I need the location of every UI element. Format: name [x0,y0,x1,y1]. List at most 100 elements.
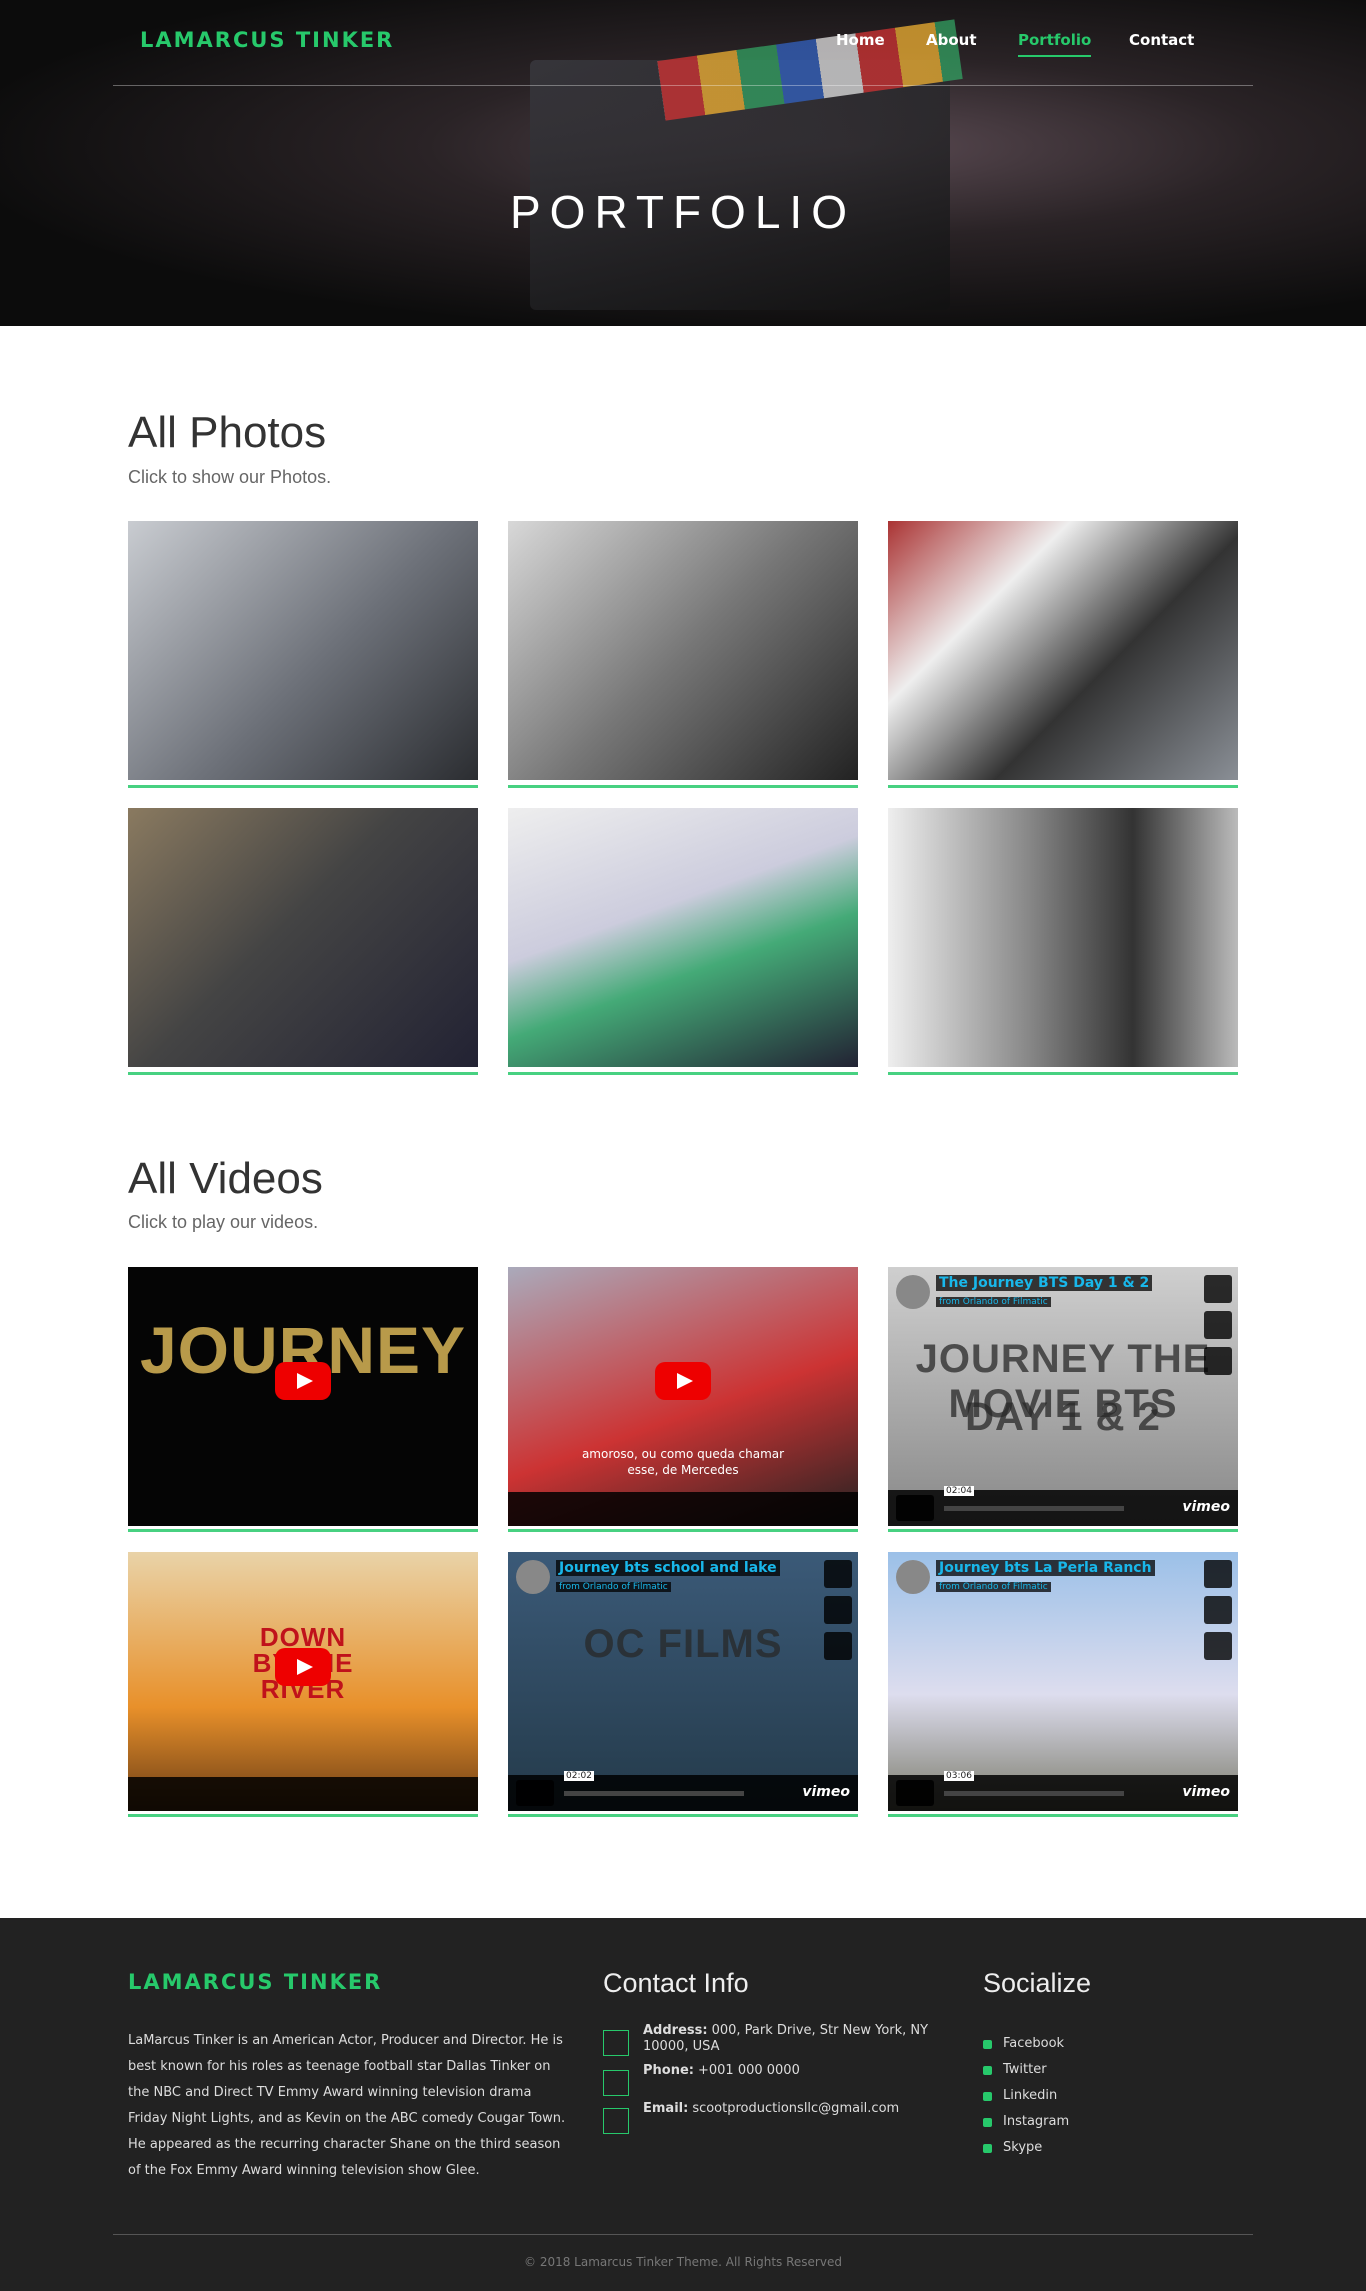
photo-underline [508,1072,858,1075]
section-subtitle: Click to show our Photos. [128,467,332,487]
social-link[interactable]: Facebook [1003,2036,1065,2051]
nav-link[interactable]: Contact [1129,31,1195,49]
video-underline [888,1529,1238,1532]
vimeo-button[interactable] [1204,1632,1232,1660]
poster-text: DOWN [259,1622,347,1652]
contact-item: Phone: +001 000 0000 [643,2063,963,2079]
photo[interactable] [888,808,1238,1067]
video[interactable]: OC FILMS Journey bts school and lake from … [508,1552,858,1811]
progress [944,1791,1124,1796]
photo[interactable] [128,808,478,1067]
hero-title: PORTFOLIO [510,186,856,238]
social-icon [983,2066,992,2075]
poster-text: DAY 1 & 2 [965,1395,1161,1439]
video[interactable]: JOURNEY THE MOVIE BTS DAY 1 & 2 The Journe… [888,1267,1238,1526]
video-caption: esse, de Mercedes [627,1463,739,1477]
social-link[interactable]: Instagram [1003,2114,1070,2129]
vimeo-button[interactable] [824,1560,852,1588]
contact-text: +001 000 0000 [697,2063,800,2078]
video-bar [128,1777,478,1811]
contact-text: scootproductionsllc@gmail.com [692,2101,900,2116]
video-name: Journey bts La Perla Ranch [936,1560,1155,1576]
video-from: from Orlando of Filmatic [936,1297,1051,1307]
poster-text: JOURNEY THE MOVIE BTS [915,1337,1211,1426]
photo[interactable] [128,521,478,780]
social-link[interactable]: Skype [1003,2140,1043,2155]
social-link[interactable]: Twitter [1003,2062,1047,2077]
video[interactable]: Journey bts La Perla Ranch from Orlando o… [888,1552,1238,1811]
video-bar: 02:04 vimeo [888,1486,1238,1526]
footer-about: LaMarcus Tinker is an American Actor, Pr… [128,2033,566,2178]
vimeo-logo: vimeo [1182,1784,1230,1800]
section-subtitle: Click to play our videos. [128,1212,319,1232]
video-name: The Journey BTS Day 1 & 2 [936,1275,1153,1291]
vimeo-logo: vimeo [802,1784,850,1800]
video-time: 02:02 [564,1771,594,1781]
photo[interactable] [508,521,858,780]
hero: LAMARCUS TINKER Home About Portfolio Contact… [0,0,1366,326]
contact-label: Email: [643,2101,689,2116]
play-button[interactable] [275,1648,331,1686]
contact-icon [603,2030,629,2056]
vimeo-button[interactable] [1204,1347,1232,1375]
footer-rule [113,2234,1253,2235]
video-time: 02:04 [944,1486,974,1496]
video-from: from Orlando of Filmatic [936,1582,1051,1592]
social-icon [983,2118,992,2127]
photo-underline [128,1072,478,1075]
video-bar: 03:06 vimeo [888,1771,1238,1811]
poster-text: OC FILMS [583,1622,783,1666]
social-link[interactable]: Linkedin [1003,2088,1058,2103]
vimeo-button[interactable] [1204,1311,1232,1339]
photo-underline [508,785,858,788]
video-time: 03:06 [944,1771,974,1781]
vimeo-button[interactable] [1204,1596,1232,1624]
video-underline [128,1814,478,1817]
contact-item: Email: scootproductionsllc@gmail.com [643,2101,963,2117]
vimeo-button[interactable] [824,1596,852,1624]
photo[interactable] [508,808,858,1067]
social-icon [983,2144,992,2153]
play-button[interactable] [275,1362,331,1400]
nav-link[interactable]: Home [836,31,885,49]
video[interactable]: JOURNEY [128,1267,478,1526]
social-icon [983,2040,992,2049]
play-button[interactable] [896,1780,934,1806]
vimeo-avatar [896,1275,930,1309]
video-underline [128,1529,478,1532]
photo-underline [888,1072,1238,1075]
section-title: All Photos [128,408,327,457]
video-caption: amoroso, ou como queda chamar [581,1447,785,1461]
photo[interactable] [888,521,1238,780]
vimeo-button[interactable] [824,1632,852,1660]
social-icon [983,2092,992,2101]
video-bar [508,1492,858,1526]
video-from: from Orlando of Filmatic [556,1582,671,1592]
play-button[interactable] [516,1780,554,1806]
vimeo-button[interactable] [1204,1275,1232,1303]
contact-label: Phone: [643,2063,694,2078]
footer-heading: Socialize [983,1968,1092,1998]
footer-heading: Contact Info [603,1968,749,1998]
vimeo-avatar [896,1560,930,1594]
nav-rule [113,85,1253,86]
contact-item: Address: 000, Park Drive, Str New York, N… [643,2023,963,2055]
brand[interactable]: LAMARCUS TINKER [140,28,395,52]
play-button[interactable] [896,1495,934,1521]
nav-link[interactable]: Portfolio [1018,31,1092,57]
photo-underline [128,785,478,788]
section-title: All Videos [128,1154,323,1203]
vimeo-button[interactable] [1204,1560,1232,1588]
footer: LAMARCUS TINKER LaMarcus Tinker is an Ame… [0,1918,1366,2291]
footer-brand: LAMARCUS TINKER [128,1970,383,1994]
nav-link[interactable]: About [926,31,977,49]
video-name: Journey bts school and lake [556,1560,780,1576]
contact-text: 000, Park Drive, Str New York, NY 10000,… [643,2023,929,2054]
video[interactable]: amoroso, ou como queda chamar esse, de Me… [508,1267,858,1526]
copyright: © 2018 Lamarcus Tinker Theme. All Rights… [524,2255,842,2269]
vimeo-avatar [516,1560,550,1594]
play-button[interactable] [655,1362,711,1400]
contact-label: Address: [643,2023,708,2038]
